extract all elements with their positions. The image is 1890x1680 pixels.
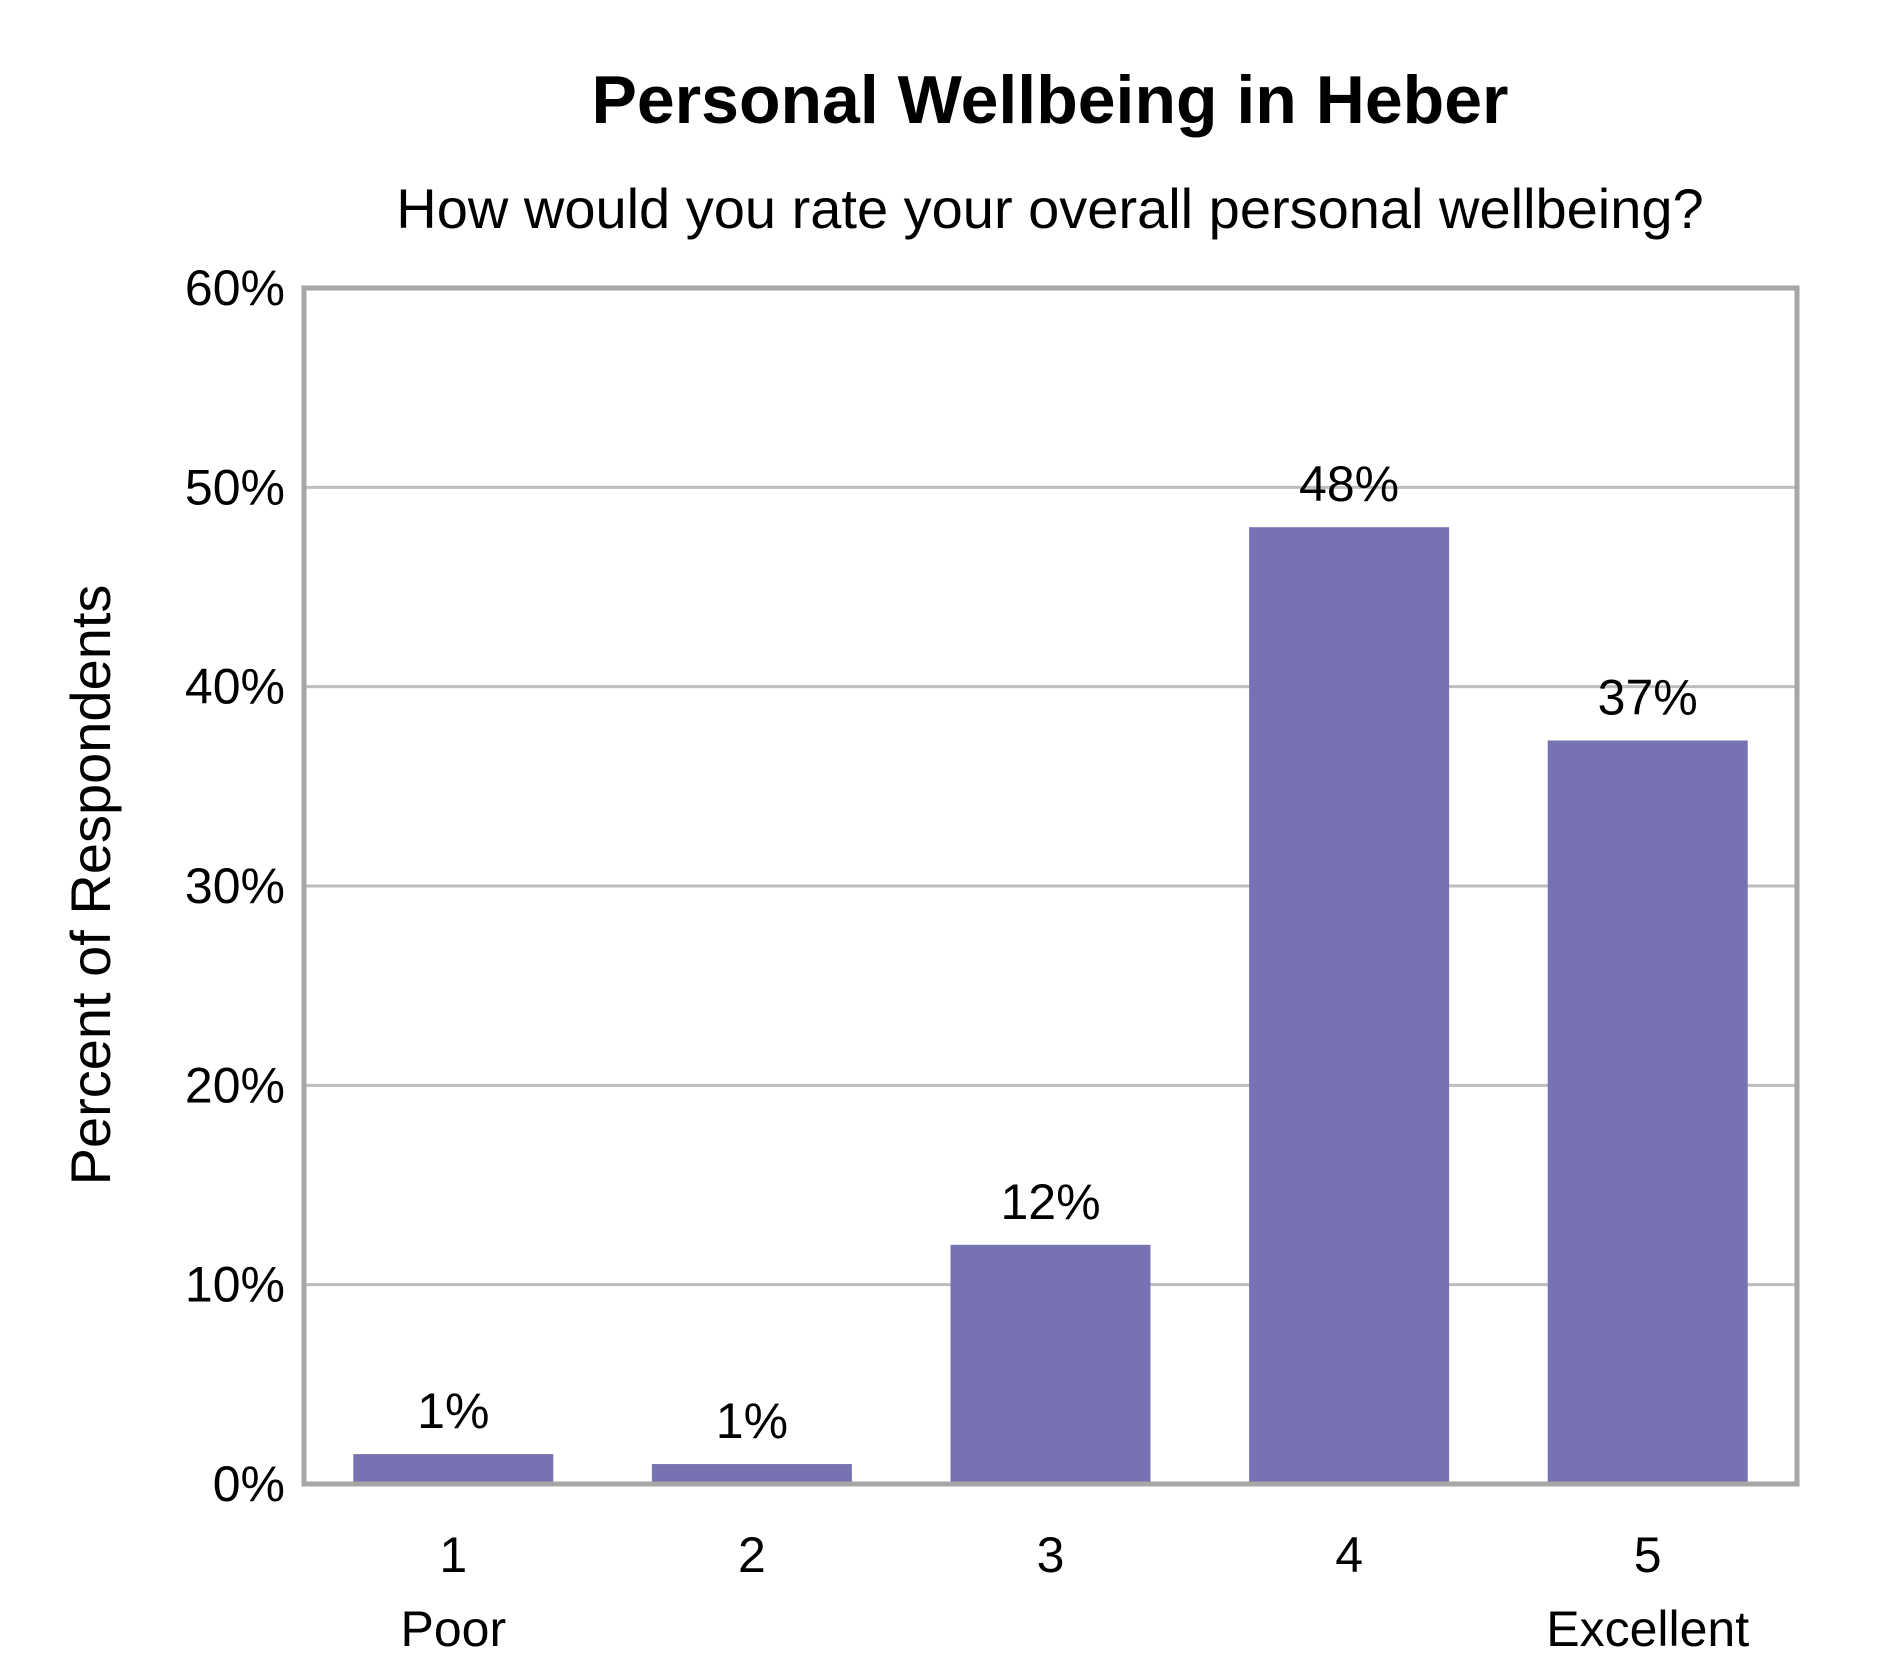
bar-3 (950, 1244, 1151, 1484)
bar-4 (1249, 527, 1450, 1484)
x-tick-sublabel: Poor (400, 1601, 506, 1657)
y-tick-label: 60% (185, 260, 285, 316)
y-axis-ticks: 0% 10% 20% 30% 40% 50% 60% (185, 260, 285, 1512)
x-tick-label: 3 (1037, 1527, 1065, 1583)
y-tick-label: 0% (213, 1456, 285, 1512)
y-tick-label: 50% (185, 459, 285, 515)
data-label: 1% (417, 1383, 489, 1439)
chart-title: Personal Wellbeing in Heber (592, 62, 1509, 138)
chart-subtitle: How would you rate your overall personal… (396, 177, 1703, 240)
x-tick-label: 1 (439, 1527, 467, 1583)
data-label: 48% (1299, 456, 1399, 512)
bar-5 (1547, 740, 1748, 1484)
bar-2 (651, 1464, 852, 1484)
data-label: 37% (1598, 669, 1698, 725)
plot-border (301, 285, 1800, 1487)
y-axis-label: Percent of Respondents (59, 585, 122, 1186)
plot-frame (301, 285, 1800, 1487)
data-label: 12% (1000, 1174, 1100, 1230)
y-tick-label: 20% (185, 1057, 285, 1113)
x-axis-ticks: 1 Poor 2 3 4 5 Excellent (400, 1527, 1749, 1657)
bars (353, 527, 1748, 1484)
y-tick-label: 30% (185, 858, 285, 914)
x-tick-label: 2 (738, 1527, 766, 1583)
x-tick-label: 4 (1335, 1527, 1363, 1583)
y-tick-label: 40% (185, 659, 285, 715)
data-label: 1% (716, 1393, 788, 1449)
bar-1 (353, 1454, 554, 1484)
data-labels: 1% 1% 12% 48% 37% (417, 456, 1698, 1449)
x-tick-sublabel: Excellent (1546, 1601, 1749, 1657)
y-tick-label: 10% (185, 1257, 285, 1313)
x-tick-label: 5 (1634, 1527, 1662, 1583)
